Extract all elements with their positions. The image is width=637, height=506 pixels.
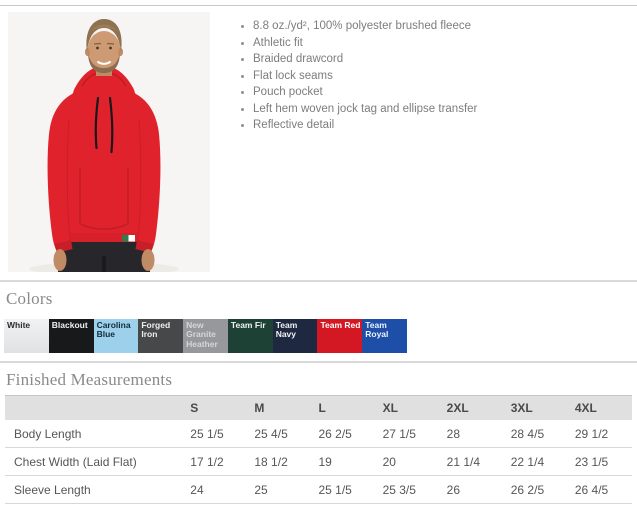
- color-swatch[interactable]: Forged Iron: [138, 319, 184, 353]
- measurement-label: Body Length: [5, 420, 184, 448]
- section-divider: [0, 280, 637, 282]
- measurement-value: 26 2/5: [311, 420, 376, 448]
- color-swatch[interactable]: Team Fir: [227, 319, 273, 353]
- measurement-row: Body Length 25 1/5 25 4/5 26 2/5 27 1/5 …: [5, 420, 632, 448]
- hood: [72, 66, 136, 102]
- color-swatch[interactable]: Carolina Blue: [93, 319, 139, 353]
- measurement-value: 28 4/5: [503, 420, 568, 448]
- drawcord-left: [94, 96, 100, 150]
- feature-item: Flat lock seams: [253, 70, 477, 83]
- measurement-value: 27 1/5: [375, 420, 440, 448]
- color-swatch[interactable]: Team Navy: [272, 319, 318, 353]
- hoodie-torso: [64, 86, 144, 242]
- pouch-pocket: [79, 168, 129, 231]
- measurement-label: Chest Width (Laid Flat): [5, 447, 184, 476]
- section-divider: [0, 361, 637, 363]
- measurement-value: 26 2/5: [503, 475, 568, 504]
- measurement-label: Sleeve Length: [5, 475, 184, 504]
- product-overview-section: 8.8 oz./yd², 100% polyester brushed flee…: [0, 6, 637, 272]
- measurement-value: 22 1/4: [503, 447, 568, 476]
- measurement-row: Chest Width (Laid Flat) 17 1/2 18 1/2 19…: [5, 447, 632, 476]
- measurement-value: 21 1/4: [439, 447, 504, 476]
- color-swatch[interactable]: New Granite Heather: [183, 319, 228, 353]
- color-swatch[interactable]: Blackout: [48, 319, 94, 353]
- size-column-header: L: [318, 401, 326, 415]
- measurement-value: 25 4/5: [247, 420, 312, 448]
- size-column-header: M: [254, 401, 265, 415]
- measurement-value: 26: [439, 475, 504, 504]
- color-swatch[interactable]: Team Royal: [362, 319, 408, 353]
- feature-item: 8.8 oz./yd², 100% polyester brushed flee…: [253, 20, 477, 33]
- measurement-value: 23 1/5: [567, 447, 632, 476]
- feature-item: Reflective detail: [253, 119, 477, 132]
- measurement-value: 25 3/5: [375, 475, 440, 504]
- measurement-value: 25 1/5: [183, 420, 248, 448]
- size-column-header: 2XL: [446, 401, 469, 415]
- measurement-value: 19: [311, 447, 376, 476]
- color-swatch-label: Team Fir: [230, 320, 266, 330]
- colors-section: Colors White Blackout Carolina Blue Forg…: [0, 289, 637, 353]
- measurement-value: 28: [439, 420, 504, 448]
- color-swatch[interactable]: White: [4, 319, 49, 353]
- measurement-value: 24: [183, 475, 248, 504]
- top-divider: [0, 5, 637, 6]
- color-swatch-row: White Blackout Carolina Blue Forged Iron…: [4, 319, 408, 353]
- colors-heading: Colors: [6, 289, 53, 308]
- beard: [88, 54, 120, 73]
- jock-tag: [122, 235, 135, 242]
- measurement-value: 26 4/5: [567, 475, 632, 504]
- color-swatch[interactable]: Team Red: [317, 319, 363, 353]
- product-photo: [8, 12, 210, 272]
- measurement-value: 25: [247, 475, 312, 504]
- color-swatch-label: Team Navy: [275, 320, 298, 340]
- left-sleeve: [47, 94, 72, 252]
- right-hand: [141, 249, 155, 271]
- feature-item: Braided drawcord: [253, 53, 477, 66]
- color-swatch-label: Team Red: [320, 320, 361, 330]
- left-hand: [53, 249, 67, 271]
- measurements-header-row: S M L XL 2XL 3XL 4XL: [5, 395, 632, 421]
- model-illustration: [8, 12, 210, 272]
- color-swatch-label: Forged Iron: [141, 320, 171, 340]
- color-swatch-label: Blackout: [51, 320, 88, 330]
- feature-list: 8.8 oz./yd², 100% polyester brushed flee…: [240, 20, 477, 137]
- measurement-value: 25 1/5: [311, 475, 376, 504]
- feature-item: Left hem woven jock tag and ellipse tran…: [253, 103, 477, 116]
- right-sleeve: [136, 94, 161, 252]
- face: [87, 31, 121, 69]
- measurement-value: 17 1/2: [183, 447, 248, 476]
- measurements-heading: Finished Measurements: [6, 370, 173, 389]
- measurement-value: 20: [375, 447, 440, 476]
- size-column-header: 3XL: [510, 401, 533, 415]
- color-swatch-label: Team Royal: [365, 320, 389, 340]
- size-column-header: S: [190, 401, 199, 415]
- drawcord-right: [108, 96, 114, 154]
- feature-item: Pouch pocket: [253, 86, 477, 99]
- measurement-value: 18 1/2: [247, 447, 312, 476]
- measurements-table: S M L XL 2XL 3XL 4XL Body Length: [5, 395, 632, 504]
- measurements-section: Finished Measurements S M L XL 2XL 3XL 4…: [0, 370, 637, 504]
- measurement-row: Sleeve Length 24 25 25 1/5 25 3/5 26 26 …: [5, 475, 632, 504]
- size-column-header: 4XL: [574, 401, 597, 415]
- measurement-value: 29 1/2: [567, 420, 632, 448]
- color-swatch-label: White: [7, 320, 31, 330]
- color-swatch-label: Carolina Blue: [96, 320, 131, 340]
- measurements-body: Body Length 25 1/5 25 4/5 26 2/5 27 1/5 …: [5, 420, 632, 504]
- color-swatch-label: New Granite Heather: [186, 320, 218, 349]
- measurements-header-spacer: [5, 396, 183, 421]
- feature-item: Athletic fit: [253, 37, 477, 50]
- size-column-header: XL: [382, 401, 398, 415]
